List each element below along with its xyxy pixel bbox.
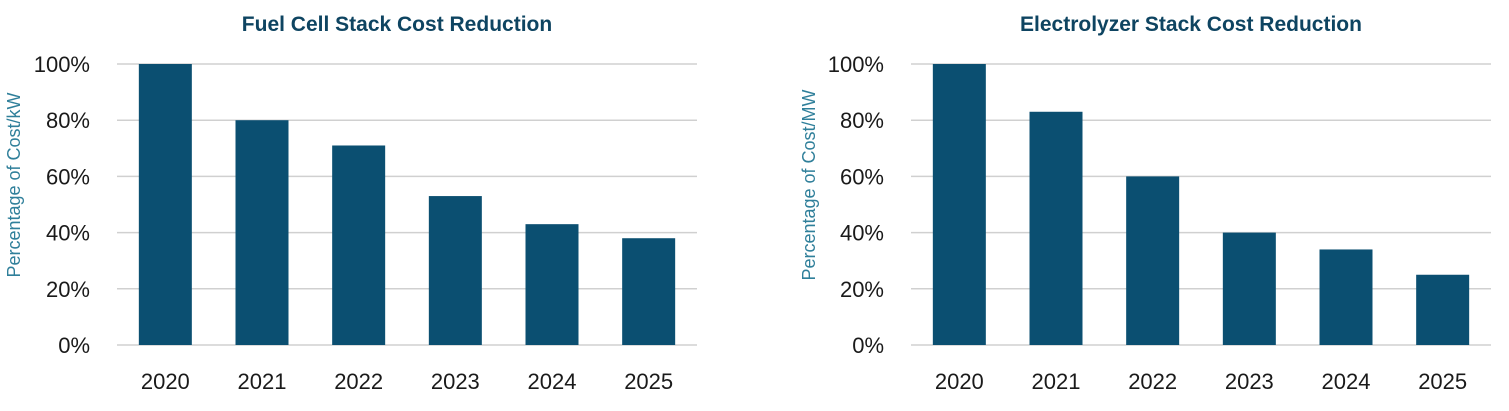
fuel-cell-x-tick-label: 2021 xyxy=(238,369,287,394)
fuel-cell-x-tick-label: 2024 xyxy=(528,369,577,394)
electrolyzer-bar-2024 xyxy=(1319,249,1373,345)
fuel-cell-x-tick-label: 2025 xyxy=(624,369,673,394)
electrolyzer-chart-title: Electrolyzer Stack Cost Reduction xyxy=(1020,13,1362,36)
chart-fuel-cell: Fuel Cell Stack Cost Reduction Percentage… xyxy=(0,0,740,411)
fuel-cell-y-tick-label: 60% xyxy=(46,164,90,189)
fuel-cell-x-tick-label: 2020 xyxy=(141,369,190,394)
fuel-cell-x-tick-label: 2023 xyxy=(431,369,480,394)
electrolyzer-x-tick-label: 2024 xyxy=(1322,369,1371,394)
fuel-cell-bar-2025 xyxy=(622,238,676,345)
electrolyzer-y-tick-label: 40% xyxy=(840,221,884,246)
electrolyzer-y-tick-label: 100% xyxy=(828,52,884,77)
electrolyzer-bar-2020 xyxy=(932,64,986,345)
fuel-cell-y-tick-label: 80% xyxy=(46,108,90,133)
electrolyzer-x-tick-label: 2025 xyxy=(1418,369,1467,394)
fuel-cell-chart-title: Fuel Cell Stack Cost Reduction xyxy=(242,13,552,36)
electrolyzer-y-tick-label: 0% xyxy=(852,333,884,358)
fuel-cell-y-tick-label: 0% xyxy=(58,333,90,358)
electrolyzer-x-tick-label: 2022 xyxy=(1128,369,1177,394)
chart-fuel-cell-svg: Fuel Cell Stack Cost Reduction Percentage… xyxy=(4,13,697,394)
fuel-cell-y-tick-label: 40% xyxy=(46,221,90,246)
electrolyzer-y-tick-label: 80% xyxy=(840,108,884,133)
electrolyzer-y-tick-label: 60% xyxy=(840,164,884,189)
fuel-cell-bar-2020 xyxy=(138,64,192,345)
fuel-cell-bar-2021 xyxy=(235,120,289,345)
electrolyzer-bar-2022 xyxy=(1126,176,1180,345)
fuel-cell-bar-2023 xyxy=(428,196,482,345)
electrolyzer-bar-2025 xyxy=(1416,274,1470,345)
electrolyzer-x-tick-label: 2021 xyxy=(1032,369,1081,394)
electrolyzer-bar-2021 xyxy=(1029,111,1083,346)
fuel-cell-x-tick-label: 2022 xyxy=(334,369,383,394)
electrolyzer-bar-2023 xyxy=(1222,232,1276,345)
fuel-cell-y-tick-label: 100% xyxy=(34,52,90,77)
fuel-cell-y-axis-label: Percentage of Cost/kW xyxy=(4,92,24,277)
electrolyzer-x-tick-label: 2020 xyxy=(935,369,984,394)
fuel-cell-y-tick-label: 20% xyxy=(46,277,90,302)
fuel-cell-bar-2022 xyxy=(332,145,386,345)
electrolyzer-x-tick-label: 2023 xyxy=(1225,369,1274,394)
electrolyzer-y-axis-label: Percentage of Cost/MW xyxy=(799,89,819,280)
electrolyzer-y-tick-label: 20% xyxy=(840,277,884,302)
fuel-cell-bar-2024 xyxy=(525,224,579,345)
